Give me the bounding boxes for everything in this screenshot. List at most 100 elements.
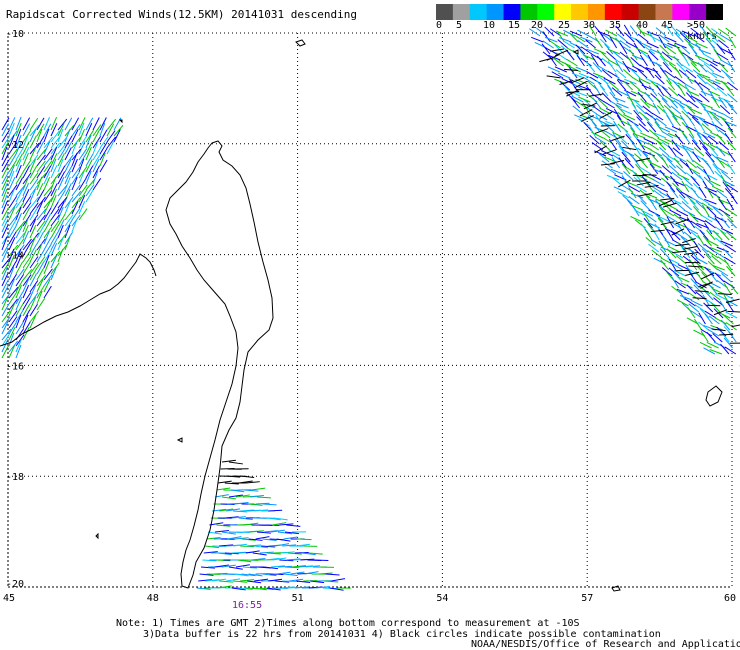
wind-barb	[697, 120, 706, 133]
wind-barb	[623, 24, 632, 37]
wind-barb	[661, 130, 674, 139]
wind-barb	[705, 81, 717, 91]
wind-barb	[577, 40, 589, 49]
wind-barb	[202, 559, 217, 562]
wind-barb	[29, 172, 39, 185]
wind-barb	[725, 27, 737, 37]
wind-barb	[50, 116, 58, 131]
wind-barb	[22, 250, 32, 263]
wind-barb	[665, 24, 674, 37]
wind-barb	[64, 236, 71, 251]
wind-barb	[78, 135, 87, 149]
wind-barb	[684, 251, 699, 255]
wind-barb	[719, 333, 734, 336]
wind-barb	[8, 321, 17, 335]
wind-barb	[657, 92, 668, 103]
wind-barb	[611, 87, 623, 97]
wind-barb	[57, 219, 65, 233]
colorbar-label: 35	[609, 20, 622, 31]
wind-barb	[694, 290, 709, 293]
wind-barb	[8, 310, 18, 323]
wind-barb	[658, 199, 673, 207]
wind-barb	[29, 214, 39, 227]
wind-barb	[22, 278, 30, 293]
mascarene-island	[705, 385, 723, 407]
wind-barb	[698, 84, 707, 97]
wind-barb	[329, 587, 344, 591]
wind-barb	[99, 147, 108, 161]
wind-barb	[262, 538, 277, 542]
wind-barb	[8, 148, 18, 161]
wind-barb	[85, 141, 93, 155]
wind-barb	[575, 66, 588, 73]
wind-barb	[599, 111, 613, 119]
wind-barb	[43, 249, 52, 263]
wind-barb	[64, 135, 73, 149]
wind-barb	[702, 235, 712, 247]
wind-barb	[8, 237, 16, 251]
wind-barb	[15, 284, 22, 299]
wind-barb	[683, 245, 698, 250]
wind-barb	[594, 126, 607, 133]
wind-barb	[697, 73, 711, 79]
longitude-tick-label: 60	[724, 593, 736, 604]
wind-barb	[217, 585, 232, 589]
wind-barb	[668, 86, 679, 97]
wind-barb	[709, 64, 722, 73]
wind-barb	[627, 152, 638, 163]
longitude-tick-label: 54	[436, 593, 448, 604]
wind-barb	[599, 50, 610, 61]
wind-barb	[275, 543, 290, 547]
wind-barb	[660, 246, 673, 253]
wind-barb	[15, 297, 23, 311]
wind-barb	[718, 97, 728, 109]
wind-barb	[283, 536, 298, 540]
wind-barb	[284, 566, 300, 569]
wind-barb	[644, 91, 654, 103]
wind-barb	[64, 208, 75, 221]
wind-barb	[668, 267, 680, 277]
wind-barb	[588, 24, 597, 37]
wind-barb	[251, 487, 266, 491]
wind-barb	[85, 165, 94, 179]
wind-barb	[560, 45, 572, 55]
wind-barb	[608, 149, 621, 157]
wind-barb	[718, 198, 731, 205]
wind-barb	[575, 100, 587, 109]
wind-barb	[71, 201, 79, 215]
wind-barb	[29, 225, 37, 239]
wind-barb	[702, 53, 715, 61]
wind-barb	[690, 95, 703, 103]
wind-barb	[642, 173, 657, 176]
wind-barb	[310, 580, 325, 584]
wind-barb	[718, 141, 730, 151]
wind-barb	[1, 345, 9, 359]
wind-barb	[92, 129, 101, 143]
wind-barb	[699, 341, 712, 349]
wind-barb	[263, 530, 278, 533]
wind-barb	[693, 240, 702, 253]
wind-barb	[36, 196, 46, 209]
wind-barb	[685, 69, 697, 79]
wind-barb	[43, 148, 53, 161]
wind-barb	[22, 152, 29, 167]
wind-barb	[674, 32, 684, 43]
latitude-tick-label: -20	[6, 579, 24, 590]
wind-barb	[50, 123, 58, 137]
wind-barb	[57, 171, 66, 185]
wind-barb	[708, 315, 720, 325]
wind-barb	[559, 81, 571, 91]
wind-barb	[276, 538, 291, 542]
wind-barb	[50, 142, 61, 155]
wind-barb	[601, 69, 613, 79]
wind-barb	[695, 281, 707, 289]
wind-barb	[722, 248, 733, 259]
wind-barb	[637, 147, 649, 157]
wind-barb	[583, 102, 597, 110]
wind-barb	[678, 194, 689, 205]
wind-barb	[591, 131, 604, 139]
wind-barb	[282, 544, 297, 547]
wind-barb	[603, 100, 615, 109]
wind-barb	[652, 179, 665, 187]
wind-barb	[219, 580, 234, 583]
